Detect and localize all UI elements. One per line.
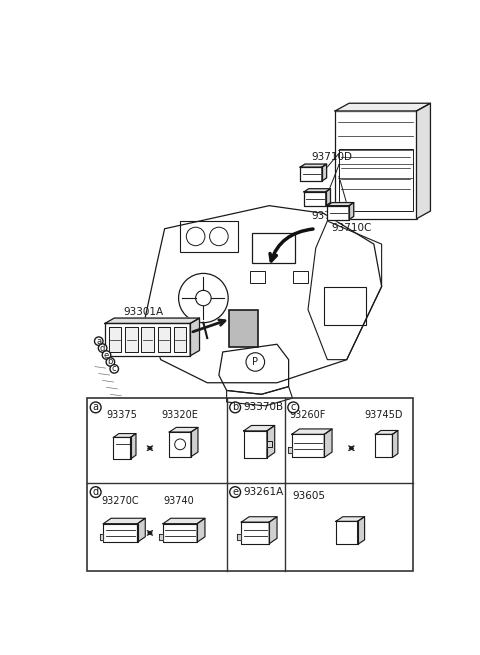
Circle shape <box>106 358 115 366</box>
Text: 93375: 93375 <box>107 410 137 420</box>
Bar <box>250 271 265 283</box>
Polygon shape <box>269 517 277 544</box>
Polygon shape <box>157 328 170 352</box>
Polygon shape <box>375 430 398 434</box>
Circle shape <box>230 487 240 498</box>
Text: 93320E: 93320E <box>162 410 199 420</box>
Polygon shape <box>326 189 330 206</box>
Text: a: a <box>93 402 99 413</box>
Circle shape <box>90 487 101 498</box>
Polygon shape <box>113 438 131 459</box>
Polygon shape <box>292 434 324 457</box>
Bar <box>87 398 413 571</box>
Polygon shape <box>137 518 145 542</box>
Polygon shape <box>197 518 205 542</box>
Circle shape <box>288 402 299 413</box>
Polygon shape <box>322 164 326 181</box>
Circle shape <box>95 337 103 345</box>
Bar <box>229 310 258 346</box>
Text: c: c <box>290 402 296 413</box>
Polygon shape <box>336 521 358 544</box>
Polygon shape <box>163 518 205 523</box>
Bar <box>339 149 413 211</box>
Text: b: b <box>108 358 113 366</box>
Polygon shape <box>244 431 267 458</box>
Text: 93605: 93605 <box>292 491 325 500</box>
Text: e: e <box>104 350 109 360</box>
Polygon shape <box>103 523 137 542</box>
Text: 93710C: 93710C <box>331 223 372 233</box>
Polygon shape <box>113 434 136 438</box>
Text: P: P <box>252 357 258 367</box>
Text: 93260F: 93260F <box>290 410 326 420</box>
Polygon shape <box>238 534 241 540</box>
Circle shape <box>230 402 240 413</box>
Bar <box>324 286 366 325</box>
Polygon shape <box>190 318 200 356</box>
Bar <box>252 233 295 263</box>
Circle shape <box>110 365 119 373</box>
Polygon shape <box>131 434 136 459</box>
Text: b: b <box>232 402 238 413</box>
Text: 93270C: 93270C <box>102 496 139 506</box>
Polygon shape <box>304 192 326 206</box>
Text: 93710D: 93710D <box>312 152 353 162</box>
Polygon shape <box>241 522 269 544</box>
Polygon shape <box>358 517 365 544</box>
Polygon shape <box>292 429 332 434</box>
Bar <box>180 221 238 252</box>
Polygon shape <box>142 328 154 352</box>
Polygon shape <box>159 534 163 540</box>
Polygon shape <box>169 432 191 457</box>
Polygon shape <box>304 189 330 192</box>
Polygon shape <box>335 103 431 111</box>
Polygon shape <box>191 428 198 457</box>
Polygon shape <box>324 429 332 457</box>
Polygon shape <box>393 430 398 457</box>
Text: d: d <box>93 487 99 497</box>
Circle shape <box>90 402 101 413</box>
Polygon shape <box>300 164 326 167</box>
Polygon shape <box>105 318 200 324</box>
Polygon shape <box>105 324 190 356</box>
Bar <box>335 111 417 219</box>
Text: 93740: 93740 <box>163 496 194 506</box>
Polygon shape <box>169 428 198 432</box>
Polygon shape <box>103 518 145 523</box>
Polygon shape <box>375 434 393 457</box>
Polygon shape <box>267 426 275 458</box>
Text: 93745D: 93745D <box>365 410 403 420</box>
Text: 93790: 93790 <box>312 211 345 221</box>
Polygon shape <box>327 206 349 219</box>
Polygon shape <box>267 441 272 447</box>
Text: 93370B: 93370B <box>243 402 283 413</box>
Polygon shape <box>163 523 197 542</box>
Polygon shape <box>327 202 354 206</box>
Text: d: d <box>100 344 105 352</box>
Text: e: e <box>232 487 238 497</box>
Text: c: c <box>112 364 117 373</box>
Polygon shape <box>349 202 354 219</box>
Text: a: a <box>96 337 101 346</box>
Circle shape <box>98 344 107 352</box>
Polygon shape <box>241 517 277 522</box>
Polygon shape <box>300 167 322 181</box>
Polygon shape <box>125 328 137 352</box>
Text: 93301A: 93301A <box>124 307 164 317</box>
Polygon shape <box>99 534 103 540</box>
Polygon shape <box>417 103 431 219</box>
Text: 93261A: 93261A <box>243 487 283 497</box>
Polygon shape <box>244 426 275 431</box>
Polygon shape <box>288 447 292 453</box>
Polygon shape <box>174 328 186 352</box>
Polygon shape <box>109 328 121 352</box>
Circle shape <box>102 351 111 359</box>
Polygon shape <box>336 517 365 521</box>
Bar <box>292 271 308 283</box>
